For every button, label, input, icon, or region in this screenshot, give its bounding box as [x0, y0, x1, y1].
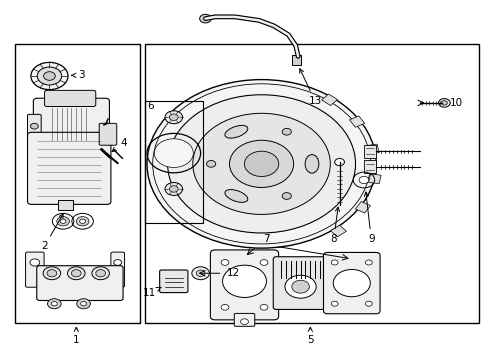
Circle shape: [67, 267, 85, 280]
Bar: [58, 200, 73, 211]
Text: 8: 8: [330, 207, 339, 244]
Circle shape: [37, 67, 61, 85]
Circle shape: [77, 299, 90, 309]
Text: 1: 1: [73, 327, 80, 345]
Circle shape: [169, 114, 178, 121]
Bar: [321, 94, 337, 105]
Text: 2: 2: [41, 214, 63, 251]
Circle shape: [282, 129, 291, 135]
Bar: [349, 116, 364, 127]
Circle shape: [334, 158, 344, 166]
Circle shape: [282, 193, 291, 199]
Circle shape: [80, 219, 85, 224]
Circle shape: [285, 275, 316, 298]
Bar: [355, 202, 370, 213]
Circle shape: [31, 62, 68, 90]
Circle shape: [147, 80, 375, 248]
Circle shape: [57, 217, 69, 226]
Circle shape: [365, 260, 371, 265]
Circle shape: [47, 270, 57, 277]
Text: 5: 5: [306, 327, 313, 345]
Circle shape: [47, 299, 61, 309]
Circle shape: [221, 305, 228, 310]
Text: 13: 13: [299, 69, 321, 106]
Bar: [363, 145, 375, 158]
Circle shape: [167, 95, 355, 233]
Circle shape: [365, 301, 371, 306]
Circle shape: [330, 260, 337, 265]
Circle shape: [191, 267, 209, 280]
FancyBboxPatch shape: [323, 252, 379, 314]
Bar: [15, 44, 140, 323]
Circle shape: [229, 140, 293, 188]
Circle shape: [192, 113, 330, 215]
Text: 9: 9: [364, 192, 374, 244]
Circle shape: [330, 301, 337, 306]
Text: 3: 3: [72, 70, 84, 80]
Circle shape: [260, 260, 267, 265]
FancyBboxPatch shape: [111, 252, 124, 287]
Circle shape: [358, 176, 368, 184]
Circle shape: [154, 139, 193, 167]
Text: 10: 10: [449, 98, 462, 108]
FancyBboxPatch shape: [27, 114, 41, 138]
Text: 4: 4: [112, 138, 126, 152]
FancyBboxPatch shape: [25, 252, 44, 287]
FancyBboxPatch shape: [33, 98, 109, 147]
Circle shape: [164, 111, 182, 124]
Circle shape: [169, 186, 178, 192]
FancyBboxPatch shape: [273, 257, 327, 310]
Text: 12: 12: [226, 268, 240, 278]
Circle shape: [260, 305, 267, 310]
Circle shape: [96, 270, 105, 277]
FancyBboxPatch shape: [234, 314, 254, 326]
Circle shape: [30, 259, 40, 266]
FancyBboxPatch shape: [99, 123, 117, 145]
Circle shape: [30, 123, 38, 129]
Circle shape: [43, 267, 61, 280]
Circle shape: [221, 260, 228, 265]
Circle shape: [164, 183, 182, 195]
FancyBboxPatch shape: [27, 132, 111, 204]
Circle shape: [76, 217, 89, 226]
Bar: [363, 160, 375, 173]
Bar: [144, 44, 478, 323]
Circle shape: [441, 101, 447, 105]
Circle shape: [196, 270, 204, 276]
Bar: [330, 225, 346, 237]
Ellipse shape: [224, 190, 247, 202]
FancyBboxPatch shape: [44, 90, 96, 107]
Bar: [292, 55, 301, 65]
Circle shape: [199, 14, 211, 23]
Circle shape: [81, 302, 86, 306]
Text: 7: 7: [263, 234, 269, 244]
Circle shape: [240, 319, 248, 324]
Circle shape: [438, 99, 449, 107]
Bar: [368, 174, 381, 184]
Circle shape: [43, 72, 55, 80]
Circle shape: [332, 270, 369, 297]
FancyBboxPatch shape: [159, 270, 187, 293]
Circle shape: [114, 260, 122, 265]
Circle shape: [71, 270, 81, 277]
Circle shape: [291, 280, 309, 293]
Bar: [144, 101, 203, 223]
Circle shape: [222, 265, 266, 297]
Ellipse shape: [224, 125, 247, 138]
Ellipse shape: [305, 154, 318, 173]
FancyBboxPatch shape: [210, 250, 278, 320]
Text: 6: 6: [147, 102, 154, 112]
Circle shape: [244, 151, 278, 176]
Bar: [366, 144, 378, 154]
Text: 11: 11: [142, 287, 161, 298]
FancyBboxPatch shape: [37, 266, 123, 301]
Circle shape: [206, 161, 215, 167]
Circle shape: [60, 219, 66, 224]
Circle shape: [51, 302, 57, 306]
Circle shape: [92, 267, 109, 280]
